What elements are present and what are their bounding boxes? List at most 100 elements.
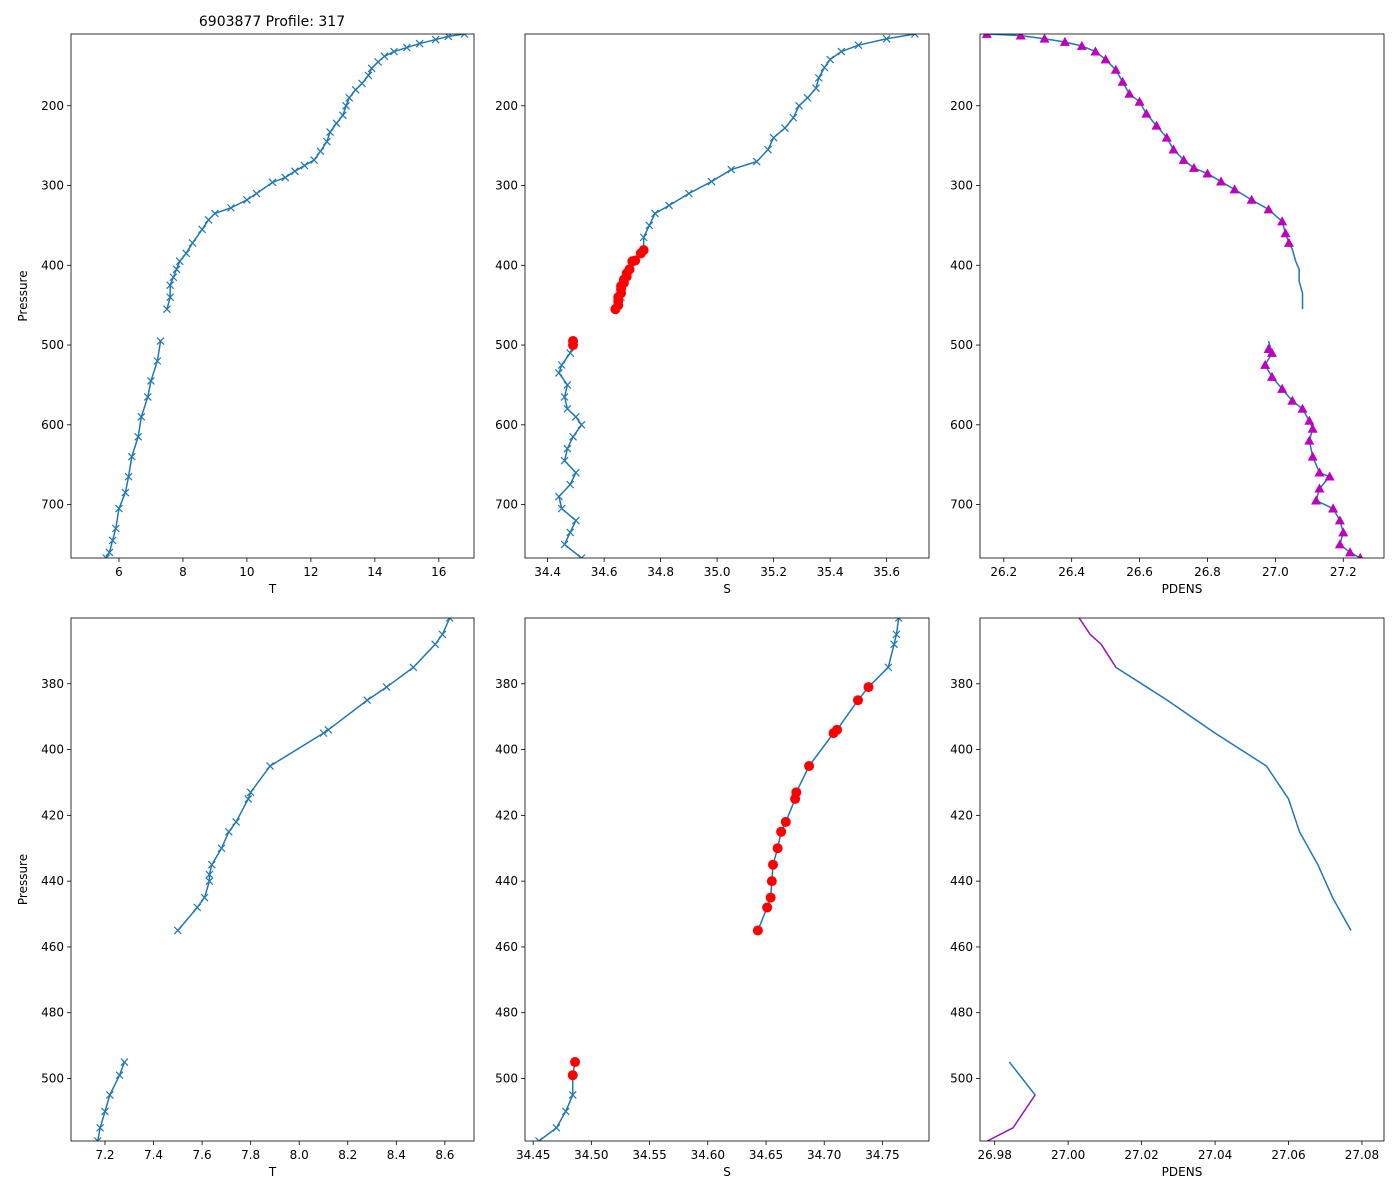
data-point-x-marker (246, 788, 255, 797)
data-point-x-marker (910, 34, 919, 38)
series-line (1264, 340, 1361, 558)
data-point-triangle-marker (1188, 162, 1199, 172)
data-point-x-marker (115, 504, 123, 513)
x-tick-label: 34.4 (534, 565, 561, 579)
data-point-x-marker (351, 85, 360, 94)
data-point-x-marker (639, 233, 648, 242)
data-point-x-marker (338, 111, 347, 120)
data-point-triangle-marker (1090, 46, 1101, 56)
y-axis-label: Pressure (16, 270, 30, 321)
x-tick-label: 26.8 (1194, 565, 1221, 579)
data-point-x-marker (563, 444, 572, 453)
flagged-point (772, 843, 783, 854)
plot-area (981, 34, 1364, 558)
data-point-triangle-marker (1117, 76, 1128, 86)
x-tick-label: 34.45 (516, 1148, 550, 1162)
data-point-triangle-marker (1314, 483, 1325, 493)
data-point-x-marker (172, 265, 181, 274)
data-point-triangle-marker (1277, 216, 1288, 226)
data-point-x-marker (211, 209, 219, 218)
data-point-x-marker (438, 630, 447, 639)
data-point-x-marker (205, 877, 214, 886)
x-tick-label: 34.6 (591, 565, 618, 579)
flagged-point (852, 695, 863, 706)
x-tick-label: 35.0 (704, 565, 731, 579)
y-axis-label: Pressure (16, 854, 30, 905)
data-point-x-marker (252, 189, 261, 198)
data-point-triangle-marker (1266, 347, 1277, 357)
data-point-x-marker (460, 34, 469, 38)
plot-area (987, 618, 1352, 1141)
data-point-triangle-marker (1076, 40, 1087, 50)
x-axis-label: PDENS (1162, 582, 1203, 596)
axes-frame (524, 33, 930, 559)
data-point-triangle-marker (1307, 423, 1318, 433)
data-point-x-marker (707, 177, 716, 186)
data-point-x-marker (854, 41, 863, 50)
y-tick-label: 380 (495, 677, 518, 691)
data-point-x-marker (560, 392, 569, 401)
x-tick-label: 34.70 (807, 1148, 841, 1162)
data-point-triangle-marker (981, 34, 992, 38)
x-tick-label: 7.8 (241, 1148, 260, 1162)
y-tick-label: 500 (950, 338, 973, 352)
series-line (177, 618, 451, 931)
axes-frame (979, 33, 1385, 559)
y-tick-label: 300 (495, 179, 518, 193)
data-point-triangle-marker (1202, 168, 1213, 178)
data-point-x-marker (111, 524, 120, 533)
data-point-x-marker (198, 225, 207, 234)
axes-frame (70, 617, 475, 1142)
data-point-triangle-marker (1161, 132, 1172, 142)
data-point-triangle-marker (1357, 552, 1364, 558)
data-point-triangle-marker (1134, 96, 1145, 106)
data-point-x-marker (882, 34, 891, 43)
data-point-x-marker (837, 47, 846, 56)
x-tick-label: 34.75 (865, 1148, 899, 1162)
data-point-triangle-marker (1324, 471, 1335, 481)
data-point-x-marker (894, 618, 903, 622)
x-tick-label: 35.6 (873, 565, 900, 579)
x-axis-label: S (723, 1165, 731, 1179)
data-point-x-marker (102, 554, 111, 558)
y-tick-label: 440 (950, 874, 973, 888)
axes-frame (979, 617, 1385, 1142)
data-point-x-marker (727, 165, 736, 174)
data-point-triangle-marker (1263, 204, 1274, 214)
figure-title: 6903877 Profile: 317 (199, 14, 345, 30)
data-point-x-marker (569, 432, 577, 441)
x-tick-label: 34.65 (749, 1148, 783, 1162)
y-tick-label: 200 (41, 99, 64, 113)
chart-bottom-potential-density: 26.98 27.00 27.02 27.04 27.06 27.08 380 400 420 4… (950, 617, 1385, 1179)
chart-top-potential-density: 26.2 26.4 26.6 26.8 27.0 27.2 200 300 400 500 600 7… (950, 33, 1385, 596)
data-point-x-marker (560, 540, 569, 549)
data-point-x-marker (557, 504, 566, 513)
x-tick-label: 26.98 (978, 1148, 1012, 1162)
data-point-x-marker (390, 47, 398, 56)
data-point-x-marker (217, 844, 226, 853)
flagged-point (567, 1070, 578, 1081)
data-point-x-marker (415, 39, 424, 48)
data-point-triangle-marker (1297, 403, 1308, 413)
y-tick-label: 400 (41, 258, 64, 272)
data-point-triangle-marker (1260, 359, 1271, 369)
x-tick-label: 6 (115, 565, 123, 579)
data-point-x-marker (571, 412, 580, 421)
data-point-triangle-marker (1334, 515, 1345, 525)
series-line (558, 341, 583, 558)
data-point-x-marker (200, 893, 209, 902)
data-point-x-marker (182, 249, 191, 258)
data-point-x-marker (232, 818, 241, 826)
data-point-x-marker (300, 161, 309, 170)
data-point-x-marker (345, 93, 354, 102)
x-tick-label: 27.02 (1124, 1148, 1158, 1162)
x-tick-label: 7.4 (144, 1148, 163, 1162)
flagged-point (863, 682, 874, 693)
data-point-x-marker (124, 472, 133, 481)
data-point-triangle-marker (1015, 34, 1026, 40)
flagged-point (568, 340, 579, 351)
x-tick-label: 27.06 (1271, 1148, 1305, 1162)
data-point-x-marker (188, 239, 197, 247)
data-point-x-marker (566, 349, 575, 357)
y-tick-label: 500 (41, 338, 64, 352)
